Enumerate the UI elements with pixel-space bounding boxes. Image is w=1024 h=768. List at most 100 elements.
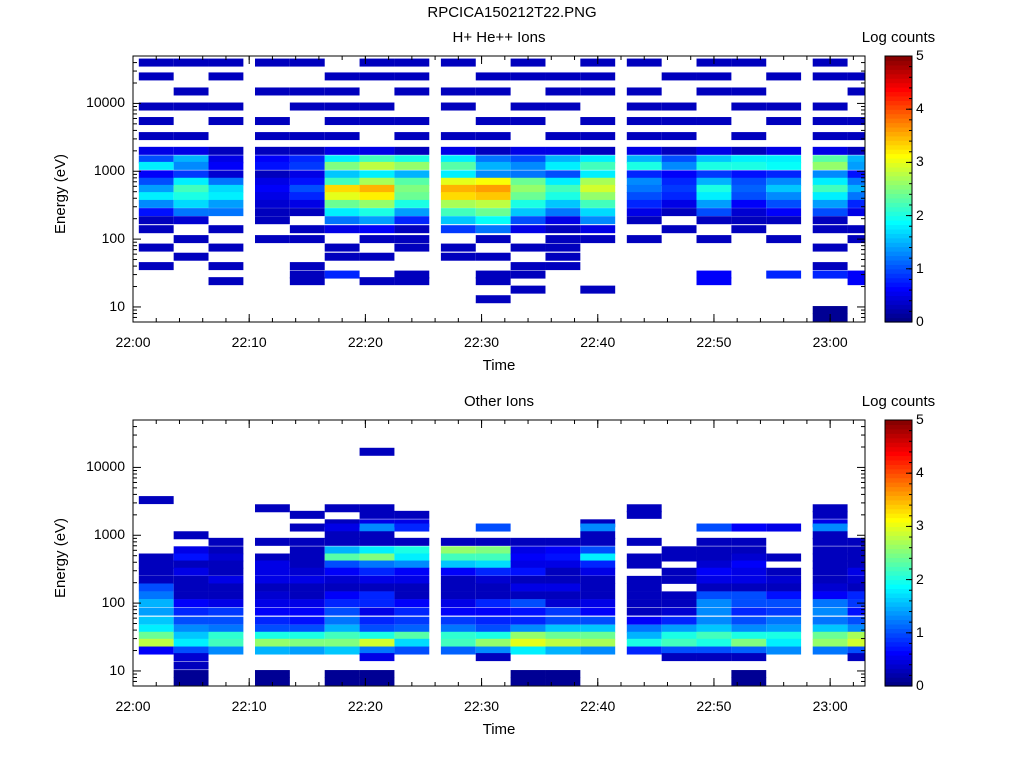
heatmap-cell: [138, 631, 174, 640]
heatmap-cell: [661, 155, 697, 164]
heatmap-cell: [173, 583, 209, 592]
heatmap-cell: [812, 504, 848, 513]
heatmap-cell: [440, 216, 476, 225]
heatmap-cell: [696, 591, 732, 600]
heatmap-cell: [766, 102, 802, 111]
heatmap-cell: [324, 170, 360, 179]
heatmap-cell: [394, 599, 430, 608]
heatmap-cell: [812, 591, 848, 600]
heatmap-cell: [289, 553, 325, 562]
heatmap-cell: [255, 677, 290, 686]
heatmap-cell: [289, 102, 325, 111]
colorbar-segment: [885, 304, 912, 310]
heatmap-cell: [731, 631, 767, 640]
heatmap-cell: [394, 537, 430, 546]
heatmap-cell: [324, 607, 360, 616]
heatmap-cell: [510, 117, 546, 126]
heatmap-cell: [208, 155, 244, 164]
heatmap-cell: [510, 262, 546, 271]
heatmap-cell: [661, 616, 697, 625]
heatmap-cell: [696, 161, 732, 170]
heatmap-cell: [696, 616, 732, 625]
heatmap-cell: [696, 567, 732, 576]
heatmap-cell: [626, 170, 662, 179]
heatmap-cell: [731, 553, 767, 562]
colorbar-segment: [885, 606, 912, 612]
heatmap-cell: [545, 607, 581, 616]
heatmap-cell: [510, 285, 546, 294]
colorbar-segment: [885, 570, 912, 576]
heatmap-cell: [255, 184, 290, 193]
heatmap-cell: [440, 646, 476, 655]
heatmap-cell: [626, 208, 662, 217]
colorbar-segment: [885, 189, 912, 195]
heatmap-cell: [138, 161, 174, 170]
heatmap-cell: [394, 553, 430, 562]
heatmap-cell: [580, 208, 616, 217]
heatmap-cell: [138, 102, 174, 111]
colorbar-segment: [885, 193, 912, 199]
heatmap-cell: [812, 575, 848, 584]
heatmap-cell: [138, 177, 174, 186]
heatmap-cell: [847, 192, 865, 201]
heatmap-cell: [255, 560, 290, 569]
colorbar-segment: [885, 530, 912, 536]
heatmap-cell: [812, 216, 848, 225]
heatmap-cell: [696, 607, 732, 616]
heatmap-cell: [545, 87, 581, 96]
heatmap-cell: [173, 653, 209, 662]
heatmap-cell: [324, 161, 360, 170]
heatmap-cell: [696, 546, 732, 555]
heatmap-cell: [324, 243, 360, 252]
heatmap-cell: [440, 560, 476, 569]
heatmap-cell: [289, 560, 325, 569]
heatmap-cell: [766, 567, 802, 576]
heatmap-cell: [394, 510, 430, 519]
heatmap-cell: [812, 155, 848, 164]
heatmap-cell: [255, 624, 290, 633]
colorbar-segment: [885, 242, 912, 248]
heatmap-cell: [440, 553, 476, 562]
colorbar-segment: [885, 477, 912, 483]
heatmap-cell: [731, 599, 767, 608]
colorbar-segment: [885, 637, 912, 643]
heatmap-cell: [173, 58, 209, 67]
colorbar-tick-label: 1: [916, 623, 924, 640]
heatmap-cell: [324, 87, 360, 96]
heatmap-cell: [731, 132, 767, 141]
colorbar-segment: [885, 78, 912, 84]
heatmap-cell: [661, 117, 697, 126]
heatmap-cell: [208, 583, 244, 592]
heatmap-cell: [847, 553, 865, 562]
heatmap-cell: [661, 638, 697, 647]
heatmap-cell: [324, 546, 360, 555]
heatmap-cell: [545, 567, 581, 576]
heatmap-cell: [289, 270, 325, 279]
colorbar-segment: [885, 677, 912, 683]
heatmap-cell: [696, 277, 732, 286]
heatmap-cell: [545, 252, 581, 261]
heatmap-cell: [812, 560, 848, 569]
heatmap-cell: [394, 546, 430, 555]
heatmap-cell: [173, 252, 209, 261]
heatmap-cell: [847, 146, 865, 155]
heatmap-cell: [766, 161, 802, 170]
heatmap-cell: [359, 102, 395, 111]
colorbar-segment: [885, 286, 912, 292]
heatmap-cell: [475, 132, 511, 141]
heatmap-cell: [661, 177, 697, 186]
heatmap-cell: [208, 208, 244, 217]
x-tick-label: 23:00: [812, 698, 848, 714]
heatmap-cell: [731, 616, 767, 625]
heatmap-cell: [359, 583, 395, 592]
heatmap-cell: [510, 161, 546, 170]
heatmap-cell: [626, 161, 662, 170]
heatmap-cell: [731, 523, 767, 532]
heatmap-cell: [440, 575, 476, 584]
heatmap-cell: [359, 504, 395, 513]
heatmap-cell: [324, 72, 360, 81]
heatmap-cell: [324, 537, 360, 546]
colorbar-segment: [885, 282, 912, 288]
heatmap-cell: [475, 653, 511, 662]
